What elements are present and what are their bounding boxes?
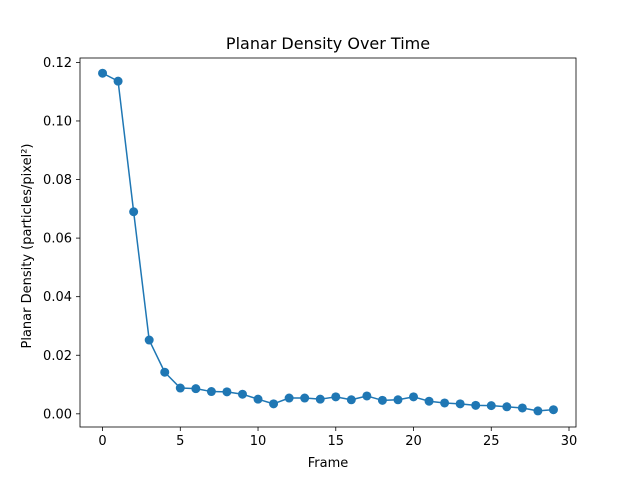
data-point <box>331 392 341 402</box>
data-point <box>129 207 139 217</box>
data-point <box>471 400 481 410</box>
data-point <box>98 68 108 78</box>
data-point <box>409 392 419 402</box>
data-point <box>269 399 279 409</box>
data-point <box>284 393 294 403</box>
x-axis-label: Frame <box>308 456 349 471</box>
plot-layer: 0 5 10 15 20 25 30 0.00 0.02 0.04 0.06 0.08 0.10 0.12 <box>43 56 577 449</box>
data-point <box>440 398 450 408</box>
data-point <box>424 396 434 406</box>
y-tick-label: 0.10 <box>43 114 72 129</box>
y-tick-label: 0.12 <box>43 56 72 71</box>
data-point <box>533 406 543 416</box>
data-point <box>486 401 496 411</box>
y-tick-label: 0.02 <box>43 349 72 364</box>
x-tick-label: 30 <box>561 434 578 449</box>
plot-frame <box>79 57 577 428</box>
data-point <box>113 76 123 86</box>
chart-title: Planar Density Over Time <box>226 34 430 53</box>
y-tick-label: 0.04 <box>43 290 72 305</box>
data-point <box>502 402 512 412</box>
data-point <box>253 394 263 404</box>
y-tick-label: 0.00 <box>43 407 72 422</box>
y-tick-label: 0.06 <box>43 232 72 247</box>
data-point <box>206 387 216 397</box>
data-point <box>222 387 232 397</box>
data-point <box>144 335 154 345</box>
x-tick-label: 0 <box>98 434 106 449</box>
data-point <box>455 399 465 409</box>
y-tick-label: 0.08 <box>43 173 72 188</box>
data-point <box>517 403 527 413</box>
data-point <box>362 391 372 401</box>
y-axis-label: Planar Density (particles/pixel²) <box>20 144 35 349</box>
data-point <box>377 395 387 405</box>
x-tick-label: 15 <box>328 434 345 449</box>
data-point <box>160 367 170 377</box>
data-point <box>191 384 201 394</box>
data-point <box>237 389 247 399</box>
x-tick-label: 5 <box>176 434 184 449</box>
x-tick-label: 20 <box>405 434 422 449</box>
data-point <box>175 383 185 393</box>
x-tick-label: 10 <box>250 434 267 449</box>
x-tick-label: 25 <box>483 434 500 449</box>
data-point <box>315 394 325 404</box>
data-point <box>393 395 403 405</box>
data-point <box>346 395 356 405</box>
data-point <box>300 393 310 403</box>
data-point <box>548 405 558 415</box>
